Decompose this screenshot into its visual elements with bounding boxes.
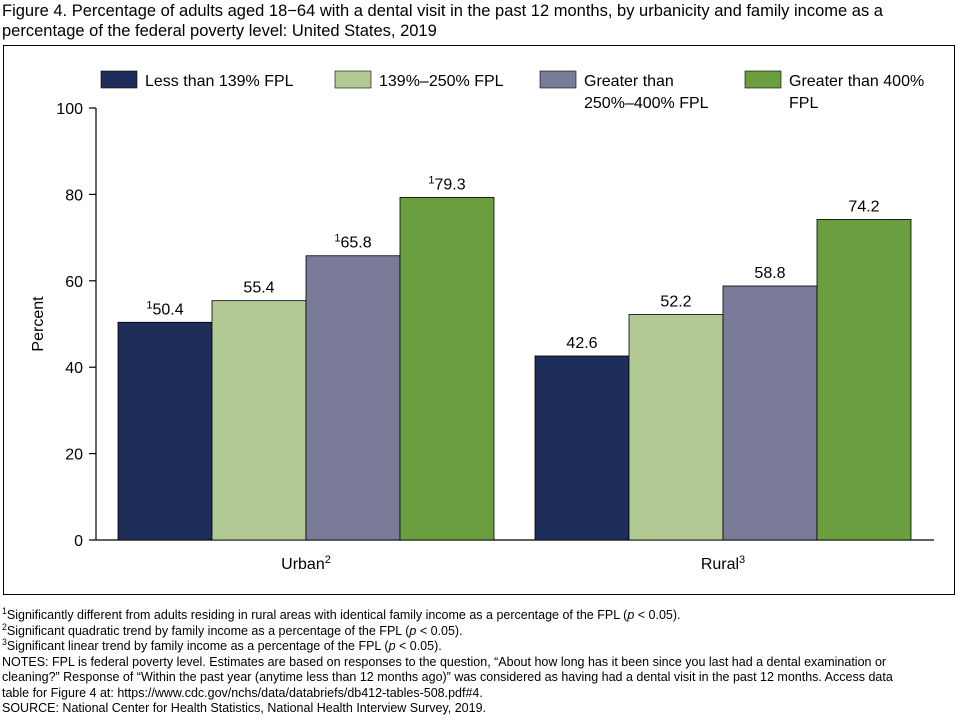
y-tick-label: 20 <box>65 447 83 464</box>
bar <box>211 300 307 541</box>
bar-value-label: 74.2 <box>848 198 879 215</box>
bar-value-label: 58.8 <box>754 265 785 282</box>
bar <box>399 197 495 541</box>
legend-label: Less than 139% FPL <box>145 73 294 90</box>
bar <box>117 321 213 541</box>
legend-swatch <box>100 70 138 89</box>
chart-frame: 0 20 40 60 80 100 Percent 150.4 55.4 165.8 179.3 Ur… <box>3 45 955 595</box>
legend-label: FPL <box>789 95 818 112</box>
bar-label-value: 79.3 <box>434 176 465 193</box>
category-name: Rural <box>701 556 739 573</box>
bar-label-superscript: 1 <box>146 299 152 311</box>
footnote-2: 2Significant quadratic trend by family i… <box>2 621 463 638</box>
x-category-label: Rural3 <box>701 554 745 573</box>
bar-label-value: 65.8 <box>340 235 371 252</box>
footnotes: 1Significantly different from adults res… <box>2 605 958 717</box>
bar-value-label: 150.4 <box>146 299 183 318</box>
bar-label-superscript: 1 <box>334 233 340 245</box>
y-tick-label: 80 <box>65 187 83 204</box>
y-tick-label: 0 <box>74 533 83 550</box>
legend-swatch <box>744 70 782 89</box>
legend-swatch <box>539 70 577 89</box>
bar <box>722 285 818 541</box>
bar <box>628 314 724 541</box>
bar <box>305 255 401 541</box>
y-tick-label: 40 <box>65 360 83 377</box>
legend-label: 250%–400% FPL <box>584 95 709 112</box>
legend-swatch <box>334 70 372 89</box>
source-line: SOURCE: National Center for Health Stati… <box>2 701 487 715</box>
y-tick-label: 100 <box>56 101 83 118</box>
bar-value-label: 165.8 <box>334 233 371 252</box>
bar-label-value: 50.4 <box>152 301 183 318</box>
footnote-1: 1Significantly different from adults res… <box>2 605 681 622</box>
bar <box>816 219 912 541</box>
bar-value-label: 55.4 <box>243 280 274 297</box>
notes-line-1: NOTES: FPL is federal poverty level. Est… <box>2 654 887 669</box>
figure-title: Figure 4. Percentage of adults aged 18−6… <box>2 2 883 40</box>
notes-line-2: cleaning?” Response of “Within the past … <box>2 670 893 684</box>
bar-value-label: 179.3 <box>428 174 465 193</box>
legend-label: Greater than 400% <box>789 73 924 90</box>
bar-value-label: 42.6 <box>566 335 597 352</box>
bar-value-label: 52.2 <box>660 293 691 310</box>
y-axis-title: Percent <box>30 296 47 352</box>
x-category-label: Urban2 <box>281 554 331 573</box>
footnote-3: 3Significant linear trend by family inco… <box>2 636 442 653</box>
category-name: Urban <box>281 556 325 573</box>
bar-label-superscript: 1 <box>428 174 434 186</box>
y-tick-label: 60 <box>65 274 83 291</box>
legend-label: 139%–250% FPL <box>379 73 504 90</box>
notes-line-3: table for Figure 4 at: https://www.cdc.g… <box>2 685 483 700</box>
legend-label: Greater than <box>584 73 674 90</box>
bar <box>534 355 630 541</box>
category-superscript: 3 <box>739 554 745 566</box>
category-superscript: 2 <box>325 554 331 566</box>
